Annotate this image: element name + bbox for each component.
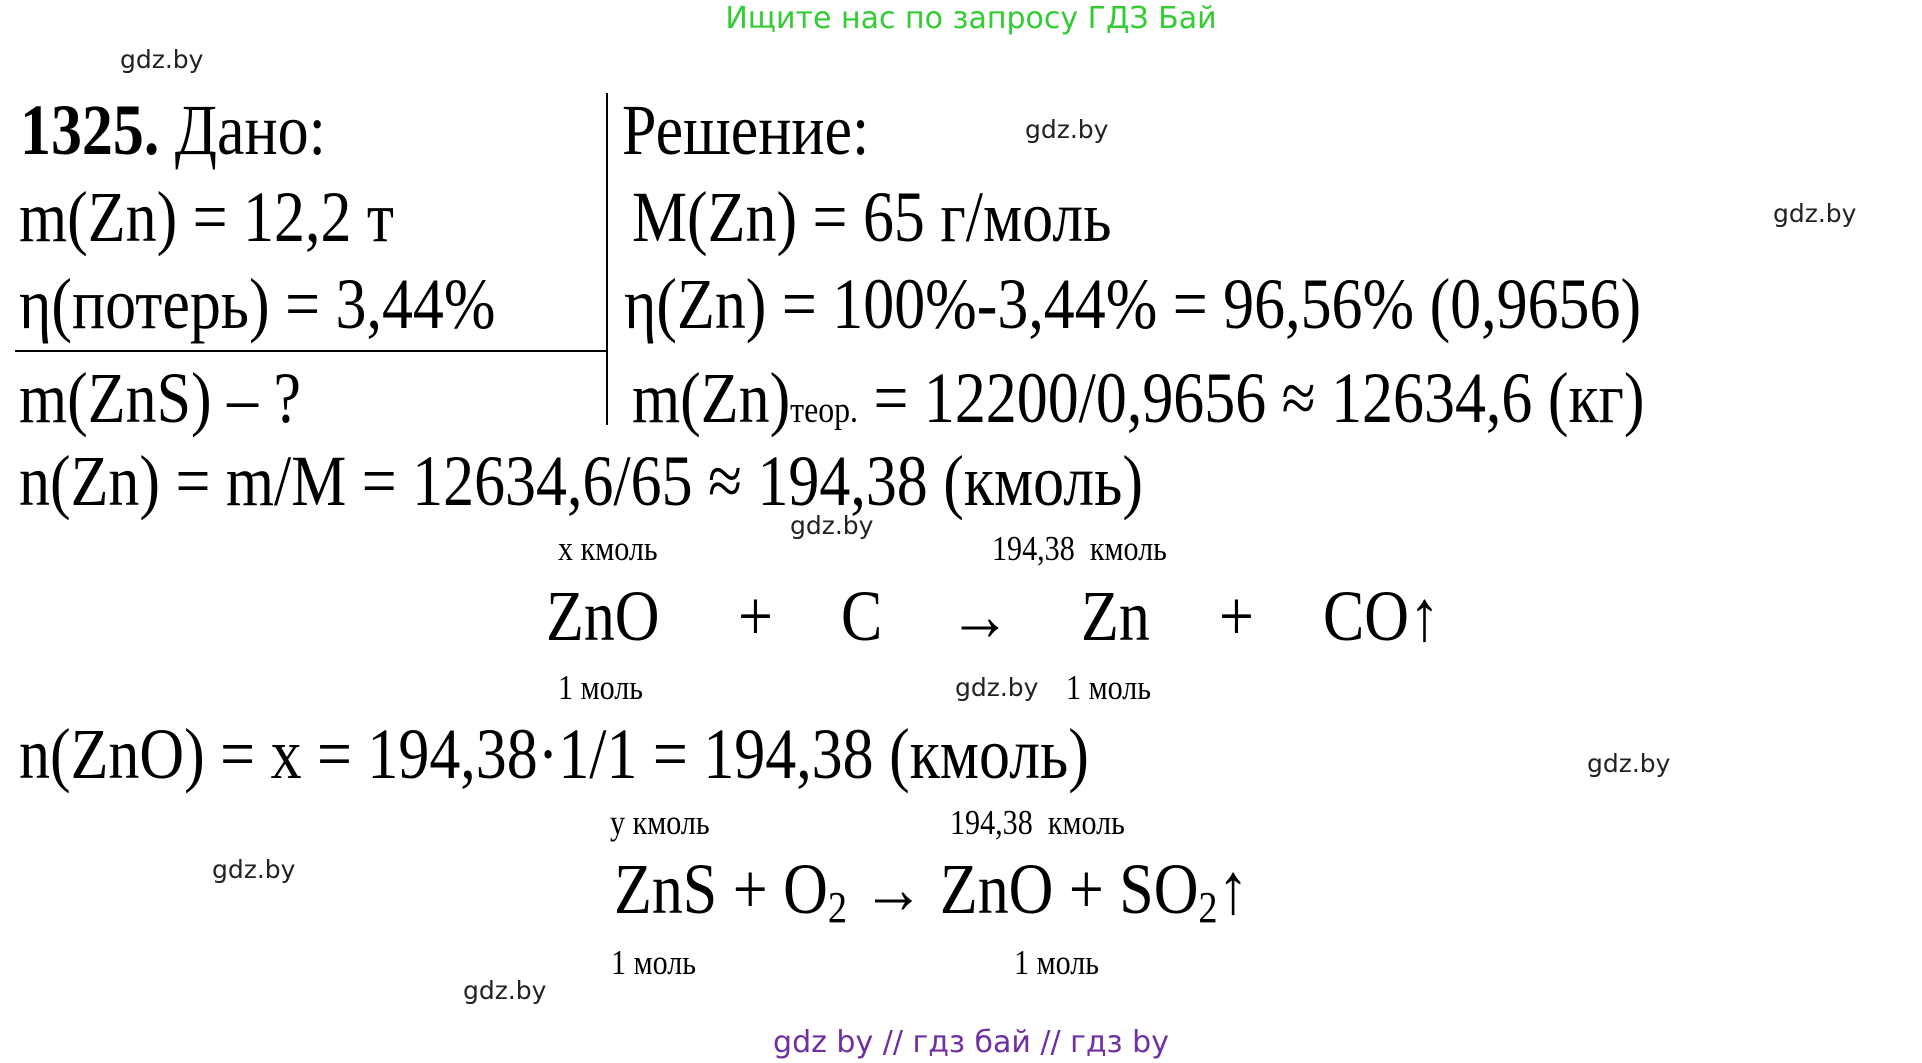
r2-subscript: 2: [1198, 881, 1218, 932]
molar-mass: M(Zn) = 65 г/моль: [632, 177, 1112, 257]
r1-below-left: 1 моль: [558, 668, 644, 707]
r2-below-left: 1 моль: [611, 943, 697, 982]
r1-above-left: x кмоль: [558, 529, 658, 568]
reaction2-equation: ZnS + O2 → ZnO + SO2↑: [614, 853, 1249, 929]
watermark: gdz.by: [1587, 749, 1671, 778]
watermark: gdz.by: [463, 976, 547, 1005]
header-banner[interactable]: Ищите нас по запросу ГДЗ Бай: [725, 1, 1217, 36]
watermark: gdz.by: [790, 511, 874, 540]
given-mass: m(Zn) = 12,2 т: [19, 177, 394, 257]
r2-part: ZnS + O: [614, 849, 828, 929]
watermark: gdz.by: [212, 855, 296, 884]
given-divider-horizontal: [15, 350, 607, 352]
r2-above-left: y кмоль: [610, 803, 710, 842]
r1-term: CO↑: [1323, 576, 1440, 656]
r1-above-right: 194,38 кмоль: [992, 529, 1167, 568]
r1-term: →: [949, 576, 1011, 656]
problem-number: 1325.: [20, 90, 160, 170]
watermark: gdz.by: [1025, 115, 1109, 144]
find: m(ZnS) – ?: [19, 358, 302, 438]
watermark: gdz.by: [1773, 199, 1857, 228]
r1-term: ZnO: [546, 576, 660, 656]
problem-heading: 1325. Дано:: [20, 94, 326, 166]
given-title: Дано:: [174, 90, 326, 170]
given-divider-vertical: [606, 93, 608, 425]
yield: η(Zn) = 100%-3,44% = 96,56% (0,9656): [624, 264, 1642, 344]
r2-subscript: 2: [827, 881, 848, 932]
watermark: gdz.by: [955, 673, 1039, 702]
moles-zn: n(Zn) = m/M = 12634,6/65 ≈ 194,38 (кмоль…: [19, 441, 1144, 521]
r2-above-right: 194,38 кмоль: [950, 803, 1125, 842]
r2-part: ↑: [1217, 849, 1249, 929]
theor-subscript: теор.: [790, 390, 858, 431]
solution-title: Решение:: [622, 90, 870, 170]
theoretical-mass: m(Zn)теор. = 12200/0,9656 ≈ 12634,6 (кг): [632, 362, 1645, 434]
watermark: gdz.by: [120, 45, 204, 74]
r1-term: Zn: [1081, 576, 1150, 656]
r2-part: → ZnO + SO: [847, 849, 1199, 929]
r1-term: +: [738, 576, 773, 656]
footer-links[interactable]: gdz by // гдз бай // гдз by: [773, 1025, 1169, 1060]
r1-term: +: [1219, 576, 1254, 656]
moles-zno: n(ZnO) = x = 194,38·1/1 = 194,38 (кмоль): [19, 714, 1089, 794]
given-loss: η(потерь) = 3,44%: [19, 264, 496, 344]
theor-prefix: m(Zn): [632, 358, 791, 438]
r1-below-right: 1 моль: [1066, 668, 1152, 707]
r2-below-right: 1 моль: [1014, 943, 1100, 982]
r1-term: C: [841, 576, 883, 656]
theor-rest: = 12200/0,9656 ≈ 12634,6 (кг): [857, 358, 1645, 438]
